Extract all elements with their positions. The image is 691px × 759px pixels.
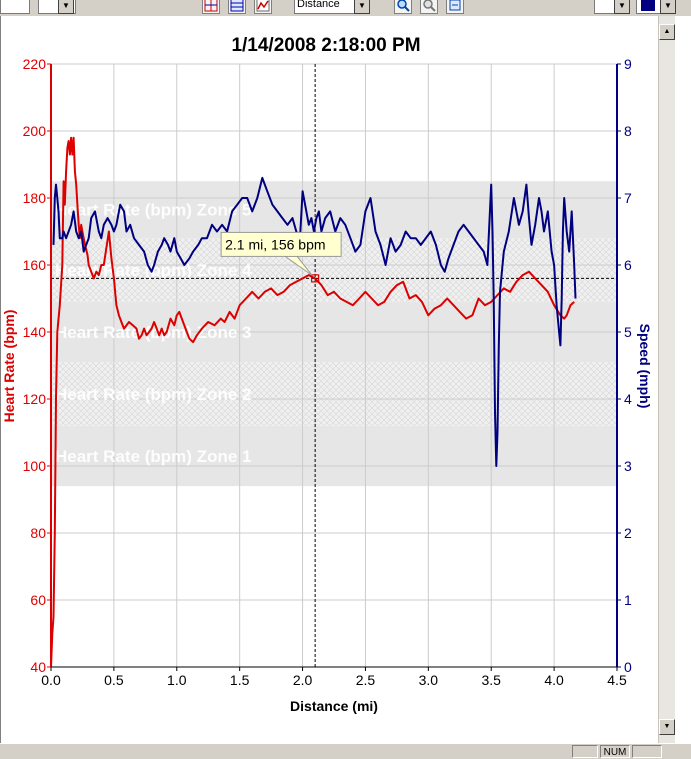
color-swatch xyxy=(641,0,655,11)
y-right-tick-label: 0 xyxy=(624,659,632,675)
chart-line-icon[interactable] xyxy=(254,0,272,14)
toolbar: ▼ Distance ▼ ▼ ▼ xyxy=(0,0,691,16)
y-left-tick-label: 200 xyxy=(23,123,47,139)
y-left-tick-label: 80 xyxy=(30,525,46,541)
y-right-tick-label: 7 xyxy=(624,190,632,206)
hr-zone-label: Heart Rate (bpm) Zone 2 xyxy=(55,385,251,404)
overlay-icon[interactable] xyxy=(228,0,246,14)
scroll-up-button[interactable]: ▲ xyxy=(659,24,675,40)
hr-zone-label: Heart Rate (bpm) Zone 5 xyxy=(55,201,251,220)
status-bar: NUM xyxy=(0,743,691,759)
y-right-tick-label: 5 xyxy=(624,324,632,340)
y-right-tick-label: 6 xyxy=(624,257,632,273)
y-axis-label-heart-rate: Heart Rate (bpm) xyxy=(1,310,17,423)
x-tick-label: 0.0 xyxy=(41,672,61,688)
y-right-tick-label: 3 xyxy=(624,458,632,474)
chevron-down-icon[interactable]: ▼ xyxy=(614,0,630,14)
x-tick-label: 3.5 xyxy=(481,672,501,688)
chart: 1/14/2008 2:18:00 PM Heart Rate (bpm) Zo… xyxy=(1,35,653,714)
tooltip-text: 2.1 mi, 156 bpm xyxy=(225,236,325,252)
x-tick-label: 1.0 xyxy=(167,672,187,688)
toolbar-combo-left[interactable] xyxy=(0,0,30,14)
window-edge xyxy=(0,16,1,743)
crosshair xyxy=(51,64,617,667)
window-margin xyxy=(675,16,691,743)
chevron-down-icon[interactable]: ▼ xyxy=(58,0,74,14)
scroll-down-button[interactable]: ▼ xyxy=(659,719,675,735)
grid-icon[interactable] xyxy=(202,0,220,14)
y-left-tick-label: 180 xyxy=(23,190,47,206)
zoom-fit-icon[interactable] xyxy=(446,0,464,14)
zoom-out-icon[interactable] xyxy=(420,0,438,14)
tooltip: 2.1 mi, 156 bpm xyxy=(220,231,342,276)
y-left-tick-label: 40 xyxy=(30,659,46,675)
chevron-down-icon[interactable]: ▼ xyxy=(354,0,370,14)
speed-line xyxy=(52,176,577,467)
y-axis-label-speed: Speed (mph) xyxy=(637,324,653,409)
x-tick-label: 0.5 xyxy=(104,672,124,688)
tooltip-box xyxy=(220,231,342,257)
zoom-in-icon[interactable] xyxy=(394,0,412,14)
x-tick-label: 3.0 xyxy=(419,672,439,688)
vertical-scrollbar[interactable]: ▲ ▼ xyxy=(658,16,675,743)
x-tick-label: 1.5 xyxy=(230,672,250,688)
tick-labels: 0.0 0.5 1.0 1.5 2.0 2.5 3.0 3.5 4.0 4.54060801001… xyxy=(23,56,632,688)
y-right-tick-label: 9 xyxy=(624,56,632,72)
cursor-marker xyxy=(311,274,320,283)
x-tick-label: 4.5 xyxy=(607,672,627,688)
y-left-tick-label: 120 xyxy=(23,391,47,407)
status-panel xyxy=(632,745,662,758)
xaxis-select-value: Distance xyxy=(297,0,340,10)
series xyxy=(50,136,577,668)
x-tick-label: 4.0 xyxy=(544,672,564,688)
x-tick-label: 2.0 xyxy=(293,672,313,688)
hr-zone-label: Heart Rate (bpm) Zone 1 xyxy=(55,447,251,466)
num-lock-indicator: NUM xyxy=(600,745,630,758)
y-left-tick-label: 100 xyxy=(23,458,47,474)
chevron-down-icon[interactable]: ▼ xyxy=(660,0,676,14)
chart-title: 1/14/2008 2:18:00 PM xyxy=(231,35,420,56)
y-left-tick-label: 160 xyxy=(23,257,47,273)
y-right-tick-label: 8 xyxy=(624,123,632,139)
hr-zone-band xyxy=(51,425,617,487)
y-left-tick-label: 220 xyxy=(23,56,47,72)
hr-zone-band xyxy=(51,362,617,426)
x-tick-label: 2.5 xyxy=(356,672,376,688)
axes xyxy=(50,64,618,668)
y-right-tick-label: 2 xyxy=(624,525,632,541)
y-left-tick-label: 140 xyxy=(23,324,47,340)
y-right-tick-label: 4 xyxy=(624,391,632,407)
status-panel xyxy=(572,745,598,758)
x-axis-label: Distance (mi) xyxy=(290,698,378,714)
y-right-tick-label: 1 xyxy=(624,592,632,608)
y-left-tick-label: 60 xyxy=(30,592,46,608)
